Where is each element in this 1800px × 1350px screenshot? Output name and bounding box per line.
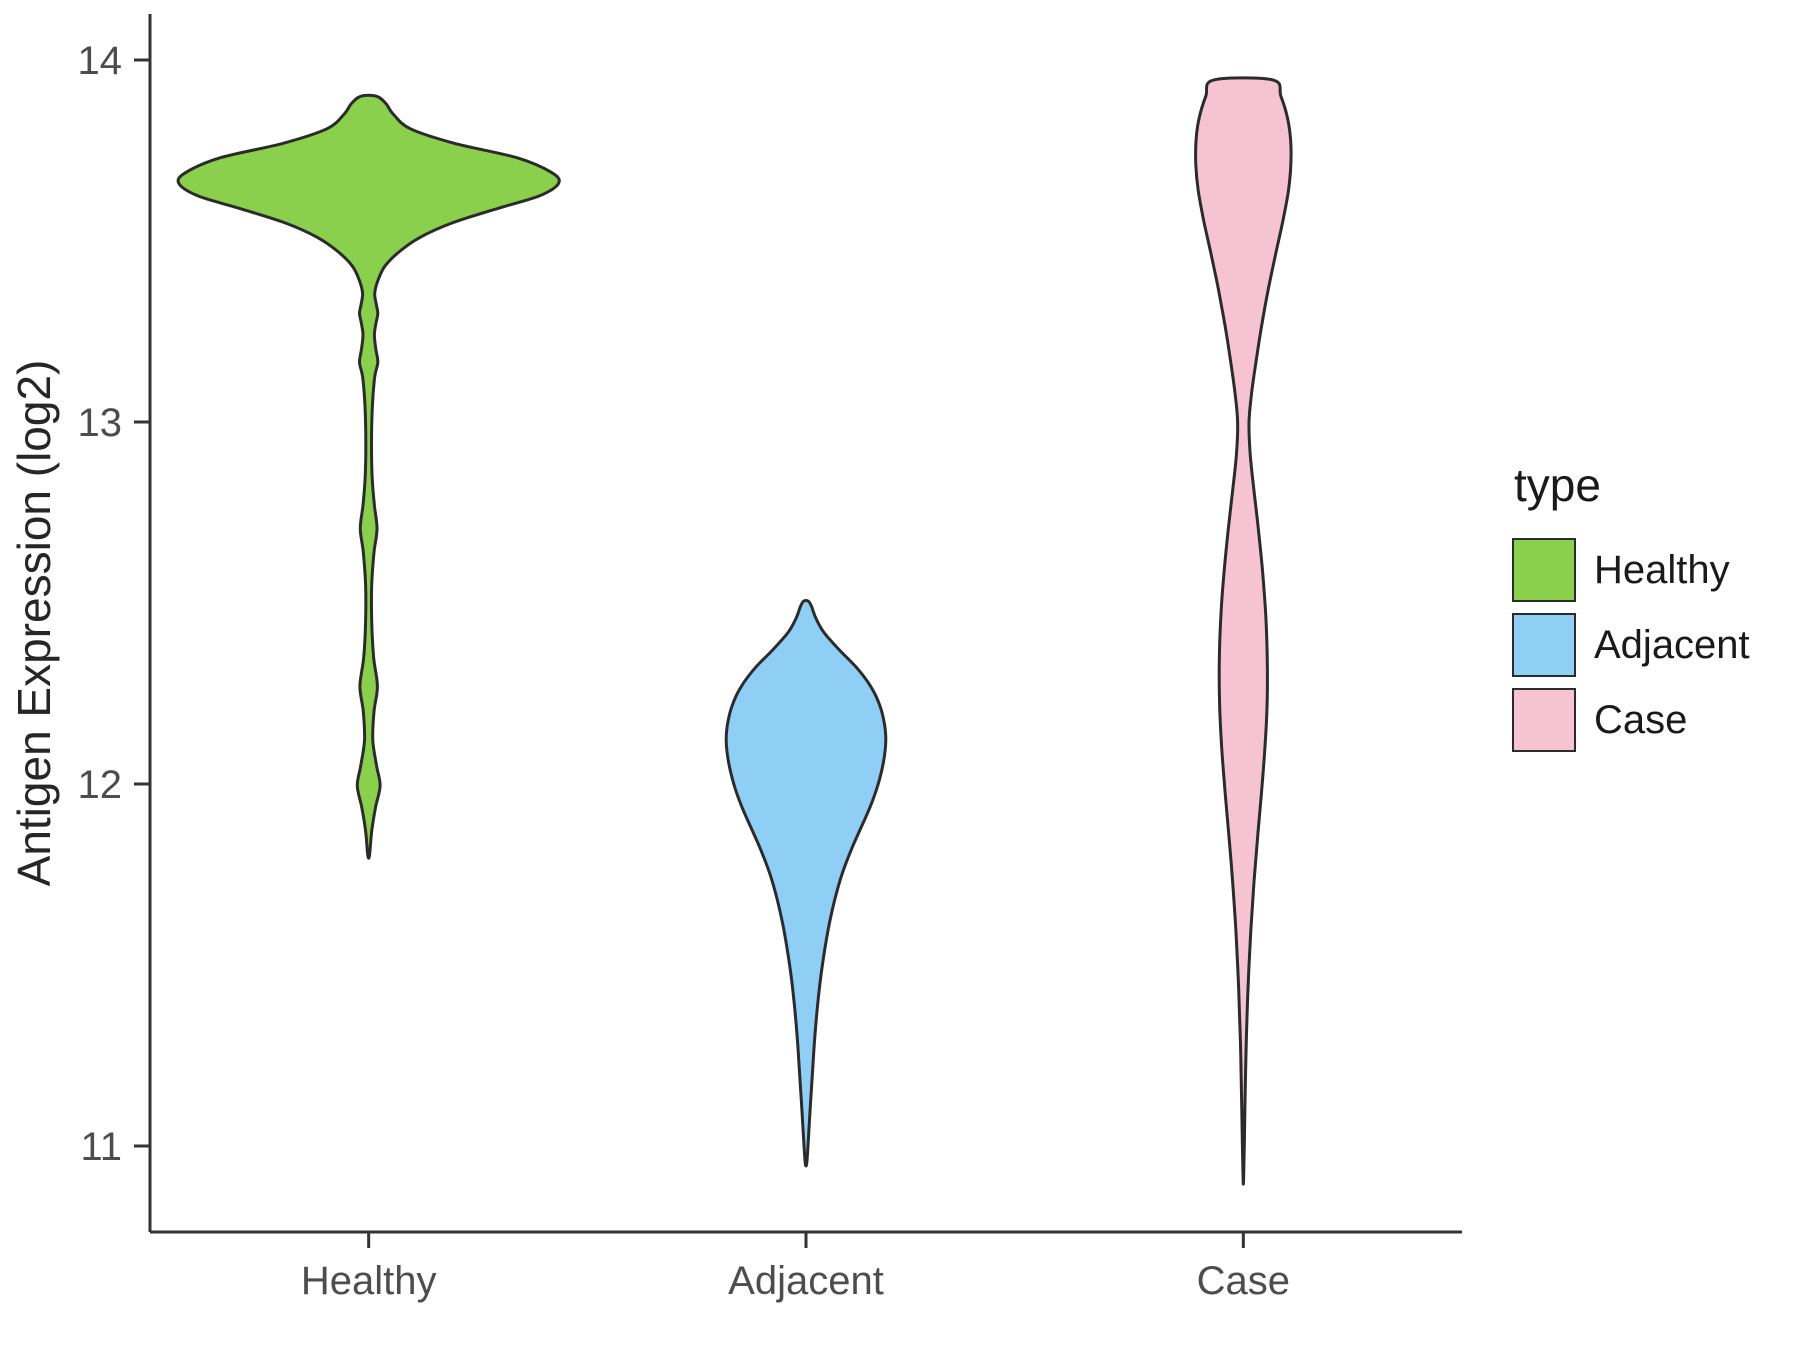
legend-entry-case: Case [1512, 688, 1750, 752]
violin-healthy [176, 93, 561, 860]
legend-entry-label: Healthy [1594, 547, 1730, 592]
y-tick-label-13: 13 [78, 401, 123, 445]
legend-entry-adjacent: Adjacent [1512, 613, 1750, 677]
violin-adjacent [724, 599, 888, 1168]
legend-entry-healthy: Healthy [1512, 538, 1750, 602]
violin-case [1194, 76, 1293, 1186]
x-category-label-adjacent: Adjacent [728, 1259, 884, 1303]
legend-entry-label: Adjacent [1594, 622, 1750, 667]
x-category-label-healthy: Healthy [301, 1259, 437, 1303]
legend-entries: Healthy Adjacent Case [1512, 538, 1750, 752]
y-tick-label-14: 14 [78, 39, 123, 83]
y-axis-title: Antigen Expression (log2) [8, 360, 60, 887]
legend-swatch-case [1512, 688, 1576, 752]
legend-swatch-adjacent [1512, 613, 1576, 677]
legend-entry-label: Case [1594, 697, 1688, 742]
y-tick-label-12: 12 [78, 763, 123, 807]
y-tick-label-11: 11 [80, 1125, 122, 1169]
legend-swatch-healthy [1512, 538, 1576, 602]
legend-title: type [1514, 459, 1601, 511]
legend: type Healthy Adjacent Case [1512, 458, 1750, 763]
plot-area: 11 12 13 14 Healthy Adjacent Case [78, 14, 1462, 1303]
x-category-label-case: Case [1197, 1259, 1290, 1303]
